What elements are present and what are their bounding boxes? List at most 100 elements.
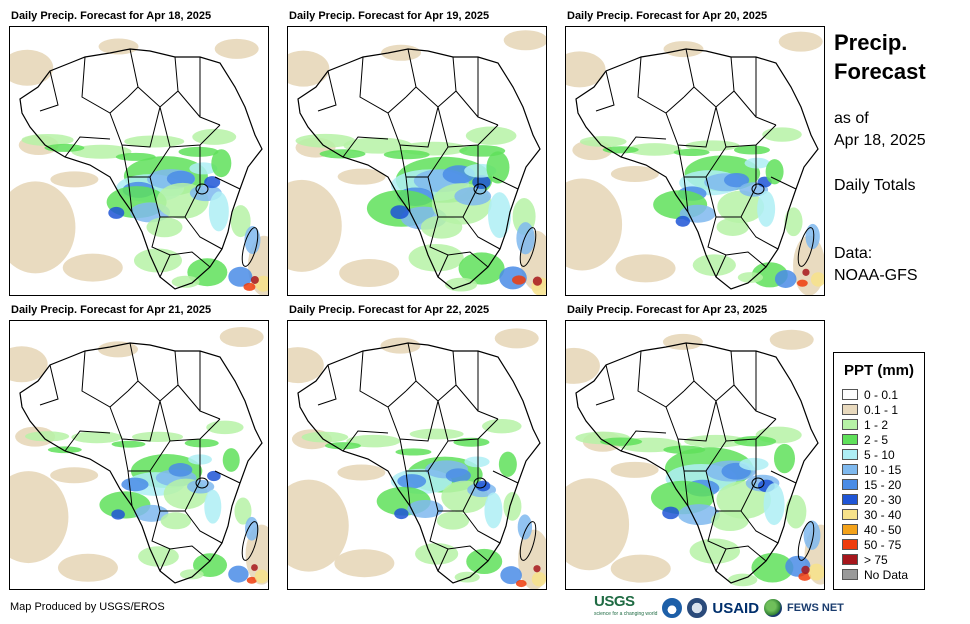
precip-cell [62,253,123,282]
legend-swatch [842,464,858,475]
africa-map-svg [566,329,824,587]
country-border [415,56,457,108]
precip-cell [503,491,522,521]
legend-item: 20 - 30 [842,492,901,507]
precip-cell [230,205,251,238]
precip-cell [160,512,192,530]
precip-cell [662,506,680,520]
legend-swatch [842,434,858,445]
country-border [137,56,179,108]
precip-cell [380,337,421,354]
precip-cell [801,565,810,575]
country-border [770,470,797,484]
forecast-panel-1: Daily Precip. Forecast for Apr 18, 2025 [9,10,271,302]
precip-cell [802,268,810,276]
precip-cell [228,565,249,583]
precip-cell [566,51,606,88]
precip-map [287,320,547,590]
country-border [715,548,727,572]
forecast-panel-6: Daily Precip. Forecast for Apr 23, 2025 [565,304,827,596]
legend-item: 50 - 75 [842,537,901,552]
legend-item: 40 - 50 [842,522,901,537]
country-border [405,470,411,507]
country-border [64,430,111,452]
legend-label: 0 - 0.1 [864,387,899,402]
precip-cell [610,554,671,583]
precip-cell [774,269,797,288]
precip-cell [796,279,808,287]
legend-swatch [842,554,858,565]
precip-cell [24,431,70,442]
lake-victoria-outline [473,183,487,195]
country-border [214,176,241,190]
precip-cell [319,149,366,159]
country-border [492,470,519,484]
africa-map-svg [10,326,268,585]
country-border [359,56,407,114]
precip-cell [243,282,256,291]
legend: PPT (mm) 0 - 0.1 0.1 - 1 1 - 2 2 - 5 5 -… [833,352,925,590]
precip-cell [579,136,627,147]
partner-logos: USGS science for a changing world USAID … [594,593,844,621]
legend-item: 5 - 10 [842,447,895,462]
precip-cell [250,275,259,284]
forecast-panel-5: Daily Precip. Forecast for Apr 22, 2025 [287,304,549,596]
country-border [159,106,221,148]
legend-label: 30 - 40 [864,507,902,522]
precip-cell [324,442,361,450]
precip-cell [466,548,503,575]
legend-swatch [842,494,858,505]
legend-item: 0.1 - 1 [842,402,898,417]
precip-cell [133,248,182,273]
country-border [437,106,499,148]
lake-victoria-outline [195,183,209,195]
forecast-panel-3: Daily Precip. Forecast for Apr 20, 2025 [565,10,827,302]
precip-cell [208,191,229,232]
country-border [177,384,201,412]
country-border [693,56,735,108]
precip-cell [436,511,470,530]
legend-label: 1 - 2 [864,417,889,432]
title-line-1: Precip. [834,30,908,55]
precip-cell [204,176,221,189]
precip-cell [475,480,491,492]
legend-item: 1 - 2 [842,417,888,432]
usgs-logo: USGS science for a changing world [594,593,658,621]
precip-cell [228,266,253,287]
country-border [683,342,695,392]
legend-swatch [842,389,858,400]
precip-cell [71,144,132,159]
precip-map [287,26,547,296]
legend-item: 30 - 40 [842,507,901,522]
data-source-label: Data: [834,245,873,262]
legend-item: 0 - 0.1 [842,387,898,402]
precip-cell [288,347,324,384]
legend-swatch [842,404,858,415]
country-border [184,510,223,544]
precip-cell [420,215,463,239]
lake-victoria-outline [473,477,487,489]
precip-cell [727,573,758,587]
country-border [455,384,479,412]
fews-logo-text: FEWS NET [787,602,844,614]
precip-cell [566,178,623,271]
country-border [595,364,615,406]
country-border [733,384,757,412]
precip-overlay [566,31,824,295]
sidebar-title: Precip. Forecast [834,28,926,86]
precip-overlay [566,329,824,587]
precip-cell [532,276,543,286]
country-border [455,90,479,118]
precip-cell [168,463,193,477]
precip-cell [734,436,777,447]
legend-label: 5 - 10 [864,447,895,462]
precip-cell [234,497,252,525]
fews-globe-icon [764,599,783,617]
usgs-tagline: science for a changing world [594,611,658,617]
precip-cell [211,149,232,178]
country-border [405,176,411,213]
as-of-label: as of [834,110,869,127]
usgs-logo-text: USGS [594,593,635,610]
precip-cell [494,328,539,349]
precip-overlay [10,326,268,585]
